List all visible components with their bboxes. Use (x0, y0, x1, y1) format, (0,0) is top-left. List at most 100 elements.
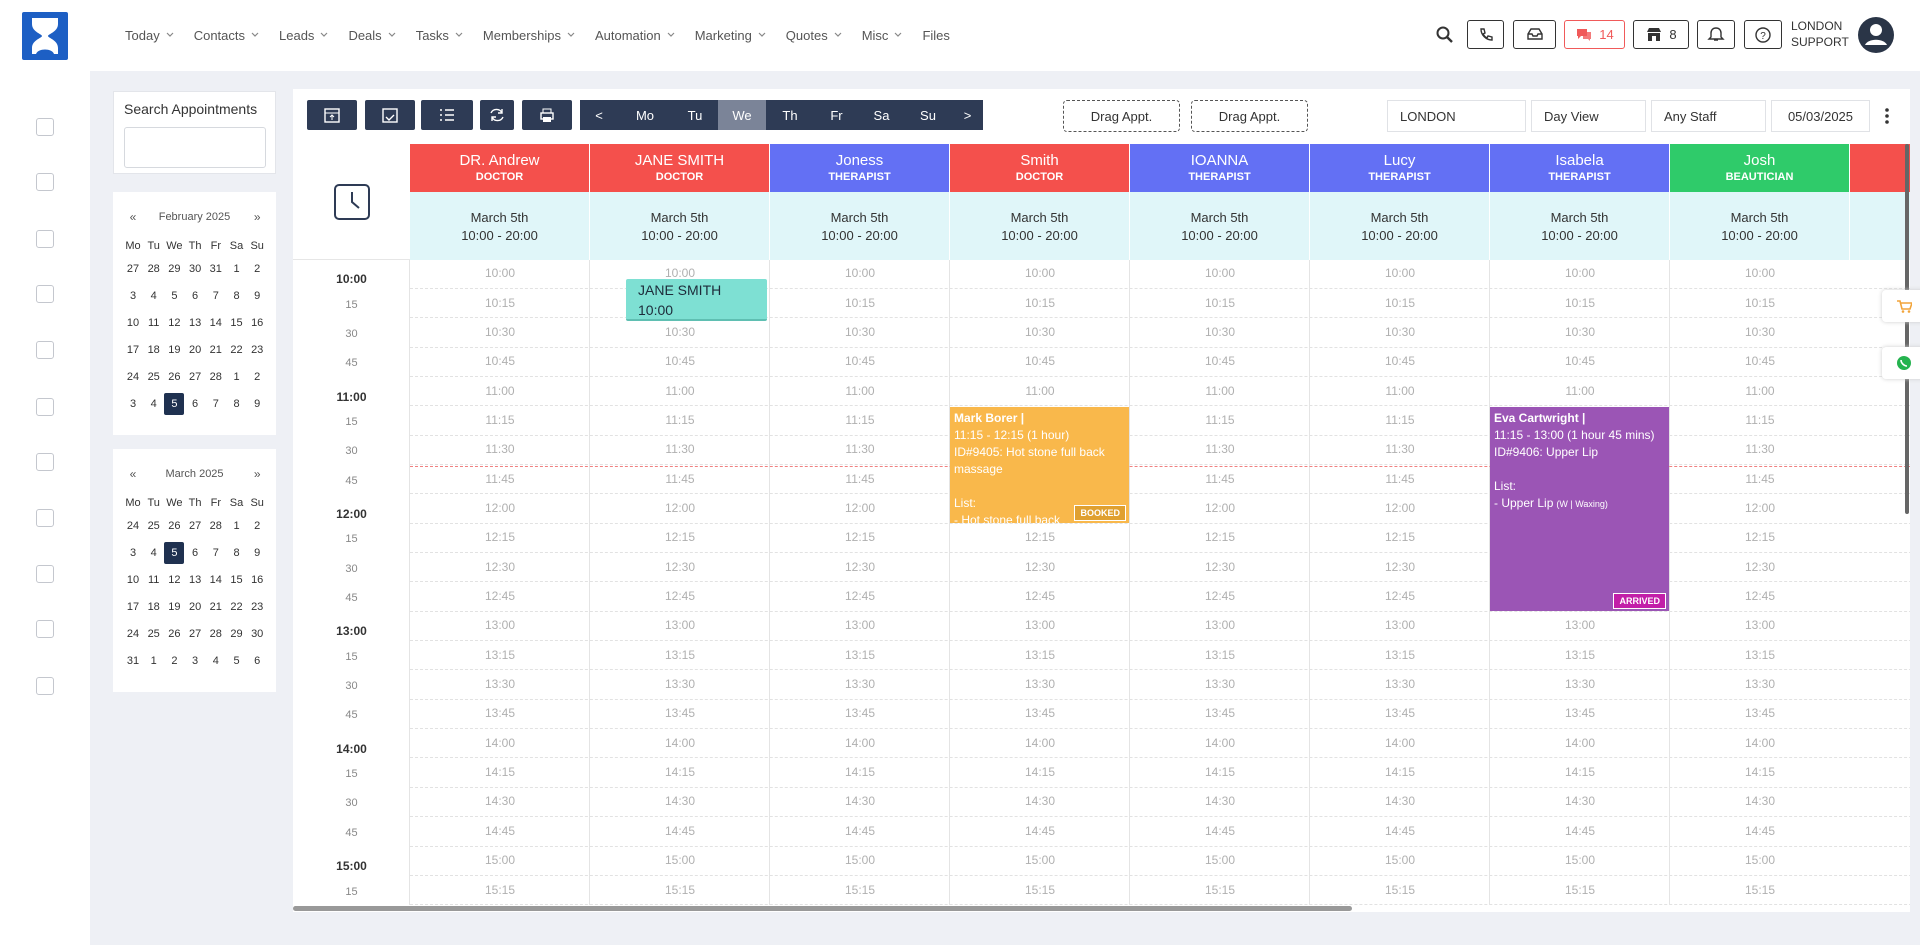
slot-label[interactable]: 12:45 (1744, 589, 1776, 604)
slot-label[interactable]: 10:00 (664, 266, 696, 281)
cal-day[interactable]: 1 (233, 371, 240, 383)
slot-label[interactable]: 11:00 (1385, 383, 1415, 398)
slot-label[interactable]: 14:30 (844, 794, 876, 809)
slot-label[interactable]: 12:15 (1024, 530, 1056, 545)
header-button[interactable]: 14 (1564, 20, 1625, 49)
staff-header[interactable]: IOANNA THERAPIST (1130, 144, 1309, 192)
slot-label[interactable]: 12:15 (1744, 530, 1776, 545)
header-button[interactable] (1697, 20, 1735, 49)
toolbar-button[interactable] (522, 100, 572, 130)
slot-label[interactable]: 13:30 (484, 677, 516, 692)
cal-day[interactable]: 8 (233, 290, 240, 302)
slot-label[interactable]: 14:00 (484, 735, 516, 750)
slot-label[interactable]: 13:00 (1384, 618, 1416, 633)
cal-day[interactable]: 9 (254, 547, 261, 559)
select-staff[interactable]: Any Staff (1651, 100, 1766, 132)
nav-item[interactable]: Quotes (786, 28, 842, 43)
slot-label[interactable]: 12:30 (1204, 559, 1236, 574)
cal-day[interactable]: 5 (171, 290, 178, 302)
cal-day[interactable]: 23 (251, 601, 264, 613)
header-button[interactable]: 8 (1633, 20, 1689, 49)
cal-day[interactable]: 25 (147, 371, 160, 383)
slot-label[interactable]: 10:00 (1564, 266, 1596, 281)
slot-label[interactable]: 10:45 (1024, 354, 1056, 369)
cal-day[interactable]: 27 (188, 371, 202, 383)
cal-day[interactable]: 28 (209, 371, 222, 383)
cal-day[interactable]: 4 (150, 290, 157, 302)
cal-day[interactable]: 1 (233, 520, 240, 532)
avatar[interactable] (1857, 16, 1895, 54)
cal-day[interactable]: 16 (251, 317, 264, 329)
sidebar-icon[interactable] (36, 230, 54, 248)
cal-day[interactable]: 25 (147, 628, 160, 640)
slot-label[interactable]: 11:30 (1205, 442, 1235, 457)
slot-label[interactable]: 13:45 (844, 706, 876, 721)
slot-label[interactable]: 12:30 (1024, 559, 1056, 574)
sidebar-icon[interactable] (36, 453, 54, 471)
cal-day[interactable]: 29 (168, 263, 181, 275)
slot-label[interactable]: 14:15 (1384, 765, 1416, 780)
slot-label[interactable]: 14:45 (484, 823, 516, 838)
cal-day[interactable]: 24 (126, 371, 140, 383)
slot-label[interactable]: 12:30 (484, 559, 516, 574)
slot-label[interactable]: 13:15 (484, 647, 516, 662)
slot-label[interactable]: 11:30 (845, 442, 875, 457)
cal-day[interactable]: 14 (209, 574, 222, 586)
slot-label[interactable]: 13:45 (1204, 706, 1236, 721)
slot-label[interactable]: 13:15 (1024, 647, 1056, 662)
nav-item[interactable]: Deals (348, 28, 396, 43)
slot-label[interactable]: 13:15 (664, 647, 696, 662)
staff-header[interactable]: Joness THERAPIST (770, 144, 949, 192)
slot-label[interactable]: 13:30 (1024, 677, 1056, 692)
slot-label[interactable]: 13:00 (1744, 618, 1776, 633)
day-button[interactable]: Th (766, 100, 814, 130)
cal-day[interactable]: 24 (126, 520, 140, 532)
slot-label[interactable]: 14:30 (1204, 794, 1236, 809)
day-button[interactable]: Sa (859, 100, 904, 130)
select-view[interactable]: Day View (1531, 100, 1646, 132)
cal-day[interactable]: 27 (188, 520, 202, 532)
sidebar-icon[interactable] (36, 398, 54, 416)
nav-item[interactable]: Files (922, 28, 949, 43)
slot-label[interactable]: 14:15 (1564, 765, 1596, 780)
slot-label[interactable]: 13:45 (484, 706, 516, 721)
cal-day[interactable]: 6 (192, 398, 199, 410)
slot-label[interactable]: 11:00 (1565, 383, 1595, 398)
slot-label[interactable]: 13:30 (1744, 677, 1776, 692)
cal-day[interactable]: 29 (230, 628, 243, 640)
slot-label[interactable]: 10:00 (1024, 266, 1056, 281)
slot-label[interactable]: 12:30 (664, 559, 696, 574)
slot-label[interactable]: 10:30 (1384, 324, 1416, 339)
slot-label[interactable]: 15:15 (1564, 882, 1596, 897)
slot-label[interactable]: 15:15 (844, 882, 876, 897)
slot-label[interactable]: 12:45 (844, 589, 876, 604)
slot-label[interactable]: 10:00 (1384, 266, 1416, 281)
slot-label[interactable]: 13:15 (844, 647, 876, 662)
cal-day[interactable]: 10 (126, 574, 140, 586)
nav-item[interactable]: Today (125, 28, 174, 43)
slot-label[interactable]: 12:15 (1204, 530, 1236, 545)
day-button[interactable]: < (580, 100, 618, 130)
slot-label[interactable]: 10:15 (1744, 295, 1776, 310)
cal-day[interactable]: 20 (188, 601, 202, 613)
slot-label[interactable]: 12:00 (1204, 500, 1236, 515)
cal-day[interactable]: 26 (168, 371, 181, 383)
nav-item[interactable]: Memberships (483, 28, 575, 43)
slot-label[interactable]: 14:45 (1384, 823, 1416, 838)
slot-label[interactable]: 11:15 (1745, 412, 1775, 427)
cal-day[interactable]: 11 (147, 574, 160, 586)
cal-day[interactable]: 18 (147, 344, 160, 356)
slot-label[interactable]: 12:00 (844, 500, 876, 515)
cal-day[interactable]: 26 (168, 628, 181, 640)
slot-label[interactable]: 10:45 (1564, 354, 1596, 369)
cal-day[interactable]: 27 (126, 263, 140, 275)
cal-next[interactable]: » (253, 210, 261, 224)
slot-label[interactable]: 12:00 (1744, 500, 1776, 515)
select-location[interactable]: LONDON (1387, 100, 1526, 132)
header-button[interactable]: ? (1744, 20, 1782, 49)
cal-day[interactable]: 6 (192, 547, 199, 559)
slot-label[interactable]: 10:15 (1204, 295, 1236, 310)
slot-label[interactable]: 10:15 (484, 295, 516, 310)
slot-label[interactable]: 10:45 (1384, 354, 1416, 369)
slot-label[interactable]: 13:30 (664, 677, 696, 692)
